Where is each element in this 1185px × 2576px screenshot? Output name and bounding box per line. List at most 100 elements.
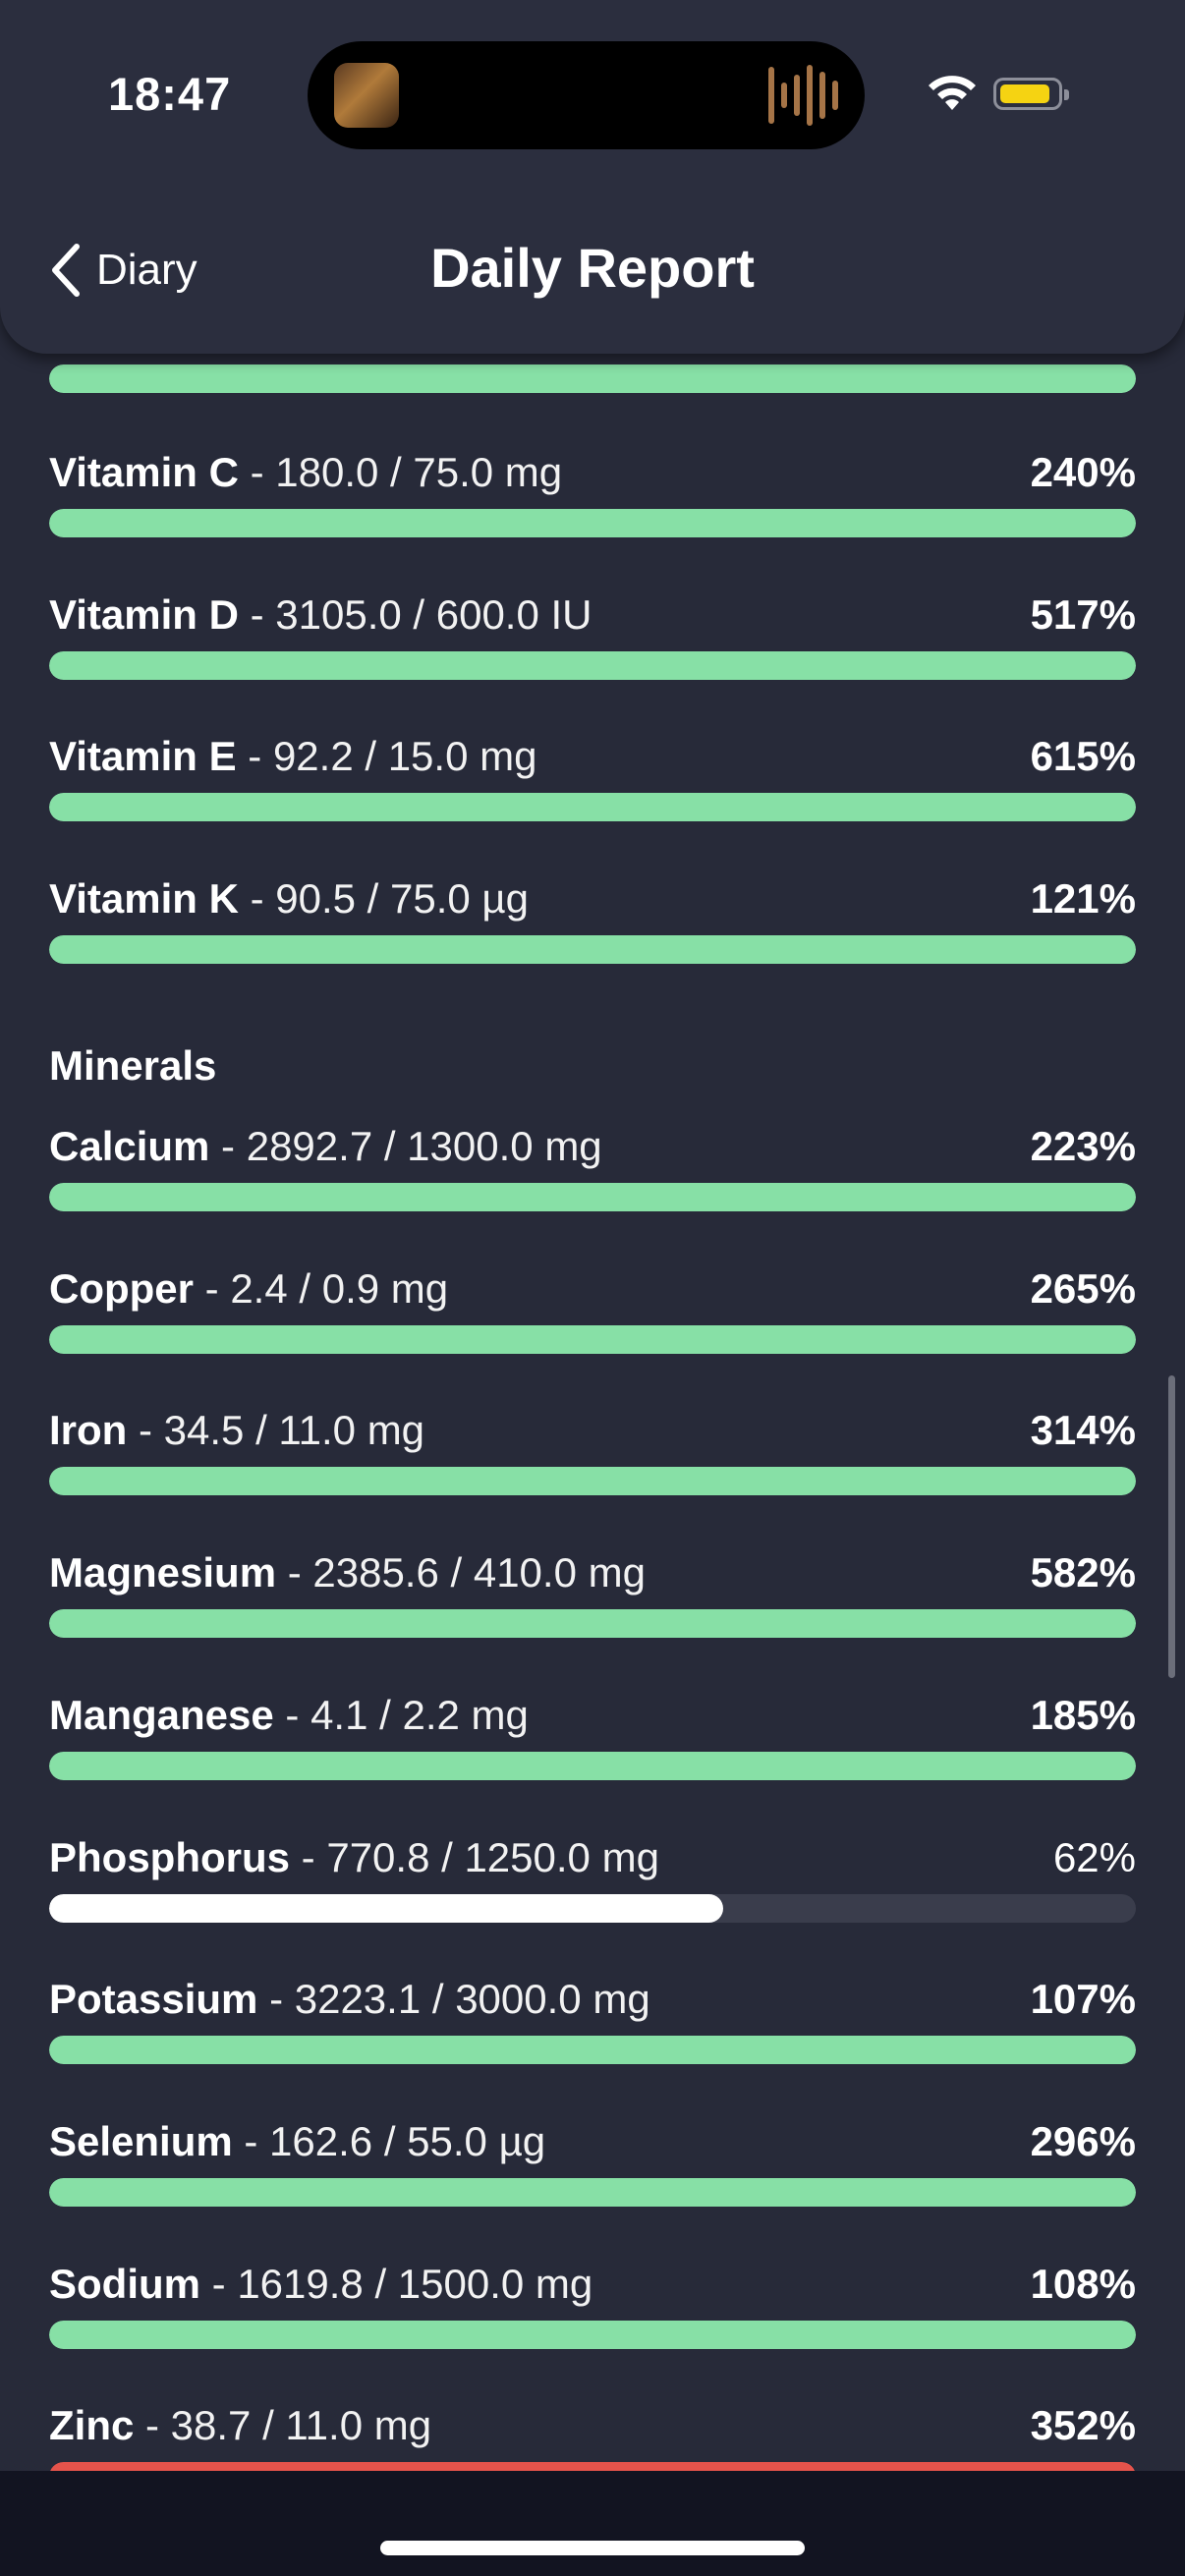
progress-track bbox=[49, 2462, 1136, 2471]
progress-track bbox=[49, 1893, 1136, 1923]
progress-track bbox=[49, 2036, 1136, 2065]
progress-track bbox=[49, 509, 1136, 537]
nutrient-row: Sodium - 1619.8 / 1500.0 mg 108% bbox=[49, 2255, 1136, 2402]
nutrient-amount: - 34.5 / 11.0 mg bbox=[127, 1407, 425, 1454]
nutrient-amount: - 2892.7 / 1300.0 mg bbox=[209, 1123, 602, 1169]
progress-fill bbox=[49, 1467, 1136, 1496]
nutrient-percent: 62% bbox=[1052, 1833, 1136, 1880]
nutrient-amount: - 2.4 / 0.9 mg bbox=[194, 1264, 449, 1312]
progress-track bbox=[49, 1324, 1136, 1354]
nutrient-label: Vitamin E - 92.2 / 15.0 mg bbox=[49, 727, 536, 786]
nutrient-name: Magnesium bbox=[49, 1549, 277, 1596]
progress-fill bbox=[49, 1751, 1136, 1780]
nutrient-amount: - 38.7 / 11.0 mg bbox=[134, 2402, 432, 2449]
progress-fill bbox=[49, 1183, 1136, 1211]
nutrient-name: Iron bbox=[49, 1407, 128, 1454]
progress-track bbox=[49, 934, 1136, 964]
nutrient-name: Potassium bbox=[49, 1976, 258, 2023]
nutrient-row: Vitamin E - 92.2 / 15.0 mg 615% bbox=[49, 727, 1136, 874]
nutrient-label: Manganese - 4.1 / 2.2 mg bbox=[49, 1686, 529, 1745]
progress-fill bbox=[49, 793, 1136, 821]
nutrient-percent: 582% bbox=[1030, 1549, 1136, 1596]
progress-fill bbox=[49, 2177, 1136, 2207]
progress-track bbox=[49, 1467, 1136, 1496]
minerals-heading: Minerals bbox=[49, 1042, 217, 1089]
progress-track-partial bbox=[49, 364, 1136, 393]
progress-fill bbox=[49, 2036, 1136, 2065]
nutrient-amount: - 2385.6 / 410.0 mg bbox=[276, 1549, 646, 1596]
scrollbar[interactable] bbox=[1168, 1375, 1175, 1678]
nutrient-name: Phosphorus bbox=[49, 1833, 291, 1880]
nutrient-amount: - 92.2 / 15.0 mg bbox=[236, 733, 537, 779]
nutrient-percent: 615% bbox=[1030, 733, 1136, 779]
nutrient-label: Phosphorus - 770.8 / 1250.0 mg bbox=[49, 1828, 659, 1887]
nutrient-amount: - 3223.1 / 3000.0 mg bbox=[257, 1976, 650, 2023]
nutrient-row: Selenium - 162.6 / 55.0 µg 296% bbox=[49, 2112, 1136, 2260]
nutrient-label: Vitamin D - 3105.0 / 600.0 IU bbox=[49, 586, 592, 644]
nutrient-name: Vitamin E bbox=[49, 733, 237, 779]
nutrient-label: Copper - 2.4 / 0.9 mg bbox=[49, 1260, 448, 1318]
status-bar: 18:47 bbox=[0, 0, 1185, 196]
back-button[interactable]: Diary bbox=[49, 241, 198, 300]
nutrient-row: Zinc - 38.7 / 11.0 mg 352% bbox=[49, 2396, 1136, 2471]
nutrient-row: Vitamin K - 90.5 / 75.0 µg 121% bbox=[49, 869, 1136, 1017]
progress-fill bbox=[49, 2462, 1136, 2471]
nutrient-row: Potassium - 3223.1 / 3000.0 mg 107% bbox=[49, 1970, 1136, 2117]
progress-track bbox=[49, 1183, 1136, 1211]
status-time: 18:47 bbox=[108, 68, 232, 120]
nutrient-percent: 240% bbox=[1030, 449, 1136, 495]
nutrient-label: Calcium - 2892.7 / 1300.0 mg bbox=[49, 1117, 602, 1176]
nutrient-name: Vitamin K bbox=[49, 874, 239, 922]
chevron-left-icon bbox=[52, 244, 80, 297]
progress-track bbox=[49, 2177, 1136, 2207]
now-playing-artwork bbox=[334, 63, 399, 128]
nutrient-percent: 296% bbox=[1030, 2117, 1136, 2164]
nutrient-amount: - 180.0 / 75.0 mg bbox=[238, 449, 563, 495]
nutrient-amount: - 90.5 / 75.0 µg bbox=[238, 874, 529, 922]
home-indicator[interactable] bbox=[380, 2541, 805, 2555]
nutrient-label: Sodium - 1619.8 / 1500.0 mg bbox=[49, 2255, 592, 2314]
nutrient-label: Iron - 34.5 / 11.0 mg bbox=[49, 1401, 424, 1460]
nutrient-row: Iron - 34.5 / 11.0 mg 314% bbox=[49, 1401, 1136, 1548]
nutrient-name: Copper bbox=[49, 1264, 194, 1312]
progress-track bbox=[49, 793, 1136, 821]
nutrient-percent: 185% bbox=[1030, 1691, 1136, 1738]
nutrient-row: Calcium - 2892.7 / 1300.0 mg 223% bbox=[49, 1117, 1136, 1264]
nutrient-amount: - 4.1 / 2.2 mg bbox=[273, 1691, 529, 1738]
nutrient-label: Zinc - 38.7 / 11.0 mg bbox=[49, 2396, 431, 2455]
progress-track bbox=[49, 1609, 1136, 1639]
back-label: Diary bbox=[96, 246, 198, 294]
progress-fill bbox=[49, 1893, 723, 1923]
nutrient-amount: - 1619.8 / 1500.0 mg bbox=[200, 2260, 593, 2307]
nutrient-name: Manganese bbox=[49, 1691, 274, 1738]
progress-track bbox=[49, 1751, 1136, 1780]
nutrient-name: Sodium bbox=[49, 2260, 200, 2307]
nutrient-label: Magnesium - 2385.6 / 410.0 mg bbox=[49, 1543, 646, 1602]
report-content[interactable]: Vitamin C - 180.0 / 75.0 mg 240% Vitamin D… bbox=[0, 0, 1185, 2471]
navigation-bar: 18:47 Diary Daily Report bbox=[0, 0, 1185, 354]
nutrient-percent: 314% bbox=[1030, 1407, 1136, 1454]
nutrient-label: Potassium - 3223.1 / 3000.0 mg bbox=[49, 1970, 650, 2029]
nutrient-name: Calcium bbox=[49, 1123, 210, 1169]
progress-fill bbox=[49, 2320, 1136, 2349]
nutrient-percent: 223% bbox=[1030, 1123, 1136, 1169]
home-indicator-area bbox=[0, 2471, 1185, 2576]
nutrient-row: Manganese - 4.1 / 2.2 mg 185% bbox=[49, 1686, 1136, 1833]
wifi-icon bbox=[929, 76, 976, 110]
nutrient-amount: - 3105.0 / 600.0 IU bbox=[238, 590, 592, 638]
audio-waveform-icon bbox=[768, 65, 838, 126]
nutrient-percent: 108% bbox=[1030, 2260, 1136, 2307]
nutrient-name: Zinc bbox=[49, 2402, 135, 2449]
progress-fill bbox=[49, 1324, 1136, 1354]
nutrient-row: Phosphorus - 770.8 / 1250.0 mg 62% bbox=[49, 1828, 1136, 1976]
progress-track bbox=[49, 2320, 1136, 2349]
dynamic-island[interactable] bbox=[308, 41, 865, 149]
progress-fill bbox=[49, 1609, 1136, 1639]
page-title: Daily Report bbox=[430, 237, 755, 299]
nutrient-name: Vitamin D bbox=[49, 590, 239, 638]
nutrient-amount: - 770.8 / 1250.0 mg bbox=[290, 1833, 659, 1880]
nutrient-row: Vitamin C - 180.0 / 75.0 mg 240% bbox=[49, 443, 1136, 590]
battery-icon bbox=[993, 78, 1069, 110]
nutrient-row: Vitamin D - 3105.0 / 600.0 IU 517% bbox=[49, 586, 1136, 733]
nutrient-name: Vitamin C bbox=[49, 449, 239, 495]
